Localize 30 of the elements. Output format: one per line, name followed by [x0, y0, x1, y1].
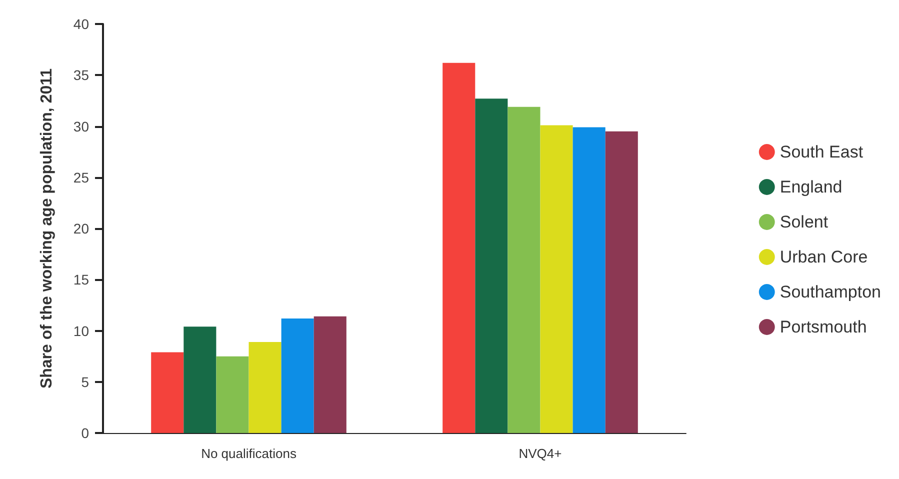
y-tick-label: 30 [73, 118, 90, 134]
bar [248, 342, 282, 433]
legend-label: Urban Core [780, 248, 868, 266]
bar [605, 131, 638, 433]
bar [184, 326, 216, 433]
y-tick-label: 25 [73, 169, 90, 186]
bar [442, 62, 476, 433]
bar [572, 127, 606, 433]
bar [281, 318, 314, 433]
bar [540, 125, 573, 433]
legend-label: Southampton [780, 282, 882, 302]
y-tick-label: 15 [73, 272, 90, 288]
legend-label: South East [780, 142, 864, 162]
y-tick-label: 35 [73, 67, 90, 84]
bar [475, 98, 508, 433]
legend-label: Portsmouth [780, 318, 867, 336]
y-tick-label: 0 [81, 425, 90, 441]
bar [216, 356, 249, 433]
legend-label: England [780, 178, 842, 196]
y-tick-label: 20 [73, 220, 90, 236]
bar [508, 106, 540, 433]
bar [151, 352, 184, 433]
bar [314, 316, 346, 433]
y-axis-title: Share of the working age population, 2011 [38, 68, 56, 389]
y-tick-label: 40 [73, 16, 90, 32]
x-tick-label: No qualifications [201, 446, 297, 461]
legend-label: Solent [780, 212, 828, 232]
x-tick-label: NVQ4+ [518, 446, 562, 461]
y-tick-label: 5 [81, 374, 90, 390]
y-tick-label: 10 [73, 322, 90, 339]
